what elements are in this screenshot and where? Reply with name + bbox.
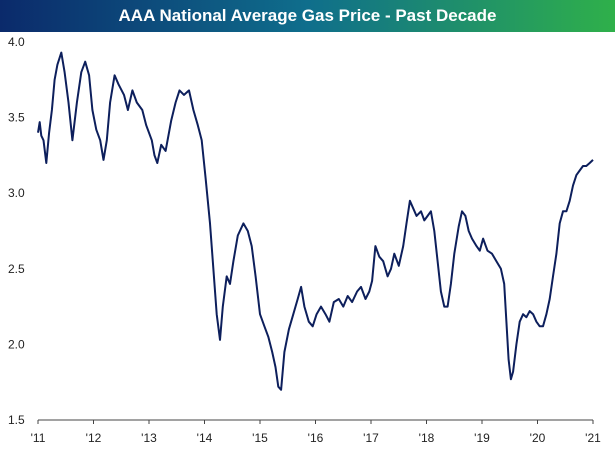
x-tick-label: '17 [363, 431, 379, 445]
x-tick-label: '14 [197, 431, 213, 445]
x-tick-label: '12 [86, 431, 102, 445]
y-tick-label: 3.0 [8, 186, 25, 200]
y-tick-label: 2.5 [8, 262, 25, 276]
chart-title-bar: AAA National Average Gas Price - Past De… [0, 0, 615, 32]
x-tick-label: '15 [252, 431, 268, 445]
x-tick-label: '18 [419, 431, 435, 445]
y-tick-label: 4.0 [8, 35, 25, 49]
x-tick-label: '21 [585, 431, 601, 445]
y-tick-label: 3.5 [8, 111, 25, 125]
gas-price-series-line [37, 51, 594, 391]
chart-title: AAA National Average Gas Price - Past De… [118, 6, 497, 25]
series-group [37, 51, 594, 391]
x-tick-label: '19 [474, 431, 490, 445]
y-tick-label: 1.5 [8, 413, 25, 427]
x-tick-label: '16 [308, 431, 324, 445]
x-tick-label: '20 [530, 431, 546, 445]
x-tick-label: '13 [141, 431, 157, 445]
y-tick-label: 2.0 [8, 337, 25, 351]
x-tick-label: '11 [31, 431, 46, 445]
tick-labels: 1.5 2.0 2.5 3.0 3.5 4.0 '11 '12 '13 '14 '15 '16 '17 '… [8, 35, 601, 445]
chart-axes [37, 419, 594, 424]
